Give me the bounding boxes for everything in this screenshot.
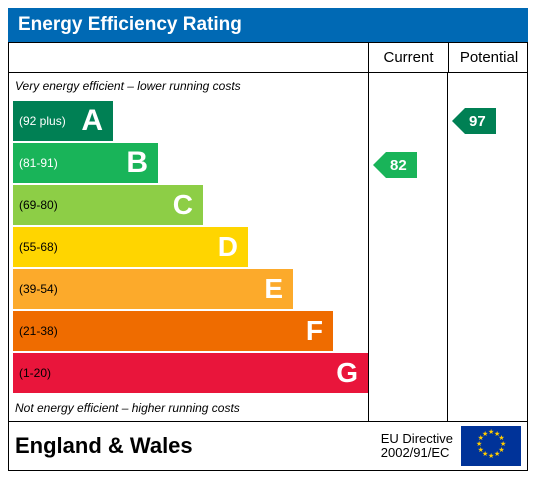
title-bar: Energy Efficiency Rating [8, 8, 528, 42]
directive-label: EU Directive 2002/91/EC [381, 432, 461, 461]
arrow-tip [373, 152, 386, 178]
epc-chart: Energy Efficiency Rating Current Potenti… [8, 8, 528, 471]
band-b: (81-91)B [13, 143, 158, 183]
band-letter: B [126, 146, 158, 180]
arrow-value: 97 [465, 108, 496, 134]
band-e: (39-54)E [13, 269, 293, 309]
current-column: 82 [369, 73, 448, 421]
band-d: (55-68)D [13, 227, 248, 267]
directive-line2: 2002/91/EC [381, 446, 453, 460]
eu-star-icon: ★ [476, 441, 482, 448]
header-current: Current [369, 43, 449, 72]
band-range: (21-38) [13, 324, 306, 338]
band-c: (69-80)C [13, 185, 203, 225]
bands-area: Very energy efficient – lower running co… [9, 73, 369, 421]
footer-row: England & Wales EU Directive 2002/91/EC … [9, 422, 527, 470]
potential-column: 97 [448, 73, 527, 421]
eu-flag-icon: ★★★★★★★★★★★★ [461, 426, 521, 466]
band-a: (92 plus)A [13, 101, 113, 141]
band-letter: G [336, 357, 368, 389]
eu-star-icon: ★ [482, 431, 488, 438]
band-g: (1-20)G [13, 353, 368, 393]
region-label: England & Wales [15, 433, 381, 459]
epc-table: Current Potential Very energy efficient … [8, 42, 528, 471]
eu-star-icon: ★ [494, 451, 500, 458]
band-range: (92 plus) [13, 114, 81, 128]
band-letter: D [218, 231, 248, 263]
band-range: (55-68) [13, 240, 218, 254]
arrow-tip [452, 108, 465, 134]
band-f: (21-38)F [13, 311, 333, 351]
band-letter: A [81, 104, 113, 138]
eu-star-icon: ★ [478, 447, 484, 454]
band-letter: E [264, 273, 293, 305]
band-range: (1-20) [13, 366, 336, 380]
current-arrow: 82 [373, 152, 417, 178]
header-row: Current Potential [9, 43, 527, 73]
directive-line1: EU Directive [381, 432, 453, 446]
band-range: (39-54) [13, 282, 264, 296]
band-letter: C [173, 189, 203, 221]
body-row: Very energy efficient – lower running co… [9, 73, 527, 422]
band-letter: F [306, 315, 333, 347]
note-bottom: Not energy efficient – higher running co… [9, 395, 368, 417]
header-bands-blank [9, 43, 369, 72]
note-top: Very energy efficient – lower running co… [9, 77, 368, 99]
header-potential: Potential [449, 43, 529, 72]
arrow-value: 82 [386, 152, 417, 178]
band-range: (69-80) [13, 198, 173, 212]
potential-arrow: 97 [452, 108, 496, 134]
eu-star-icon: ★ [488, 453, 494, 460]
title-text: Energy Efficiency Rating [18, 14, 242, 35]
band-range: (81-91) [13, 156, 126, 170]
